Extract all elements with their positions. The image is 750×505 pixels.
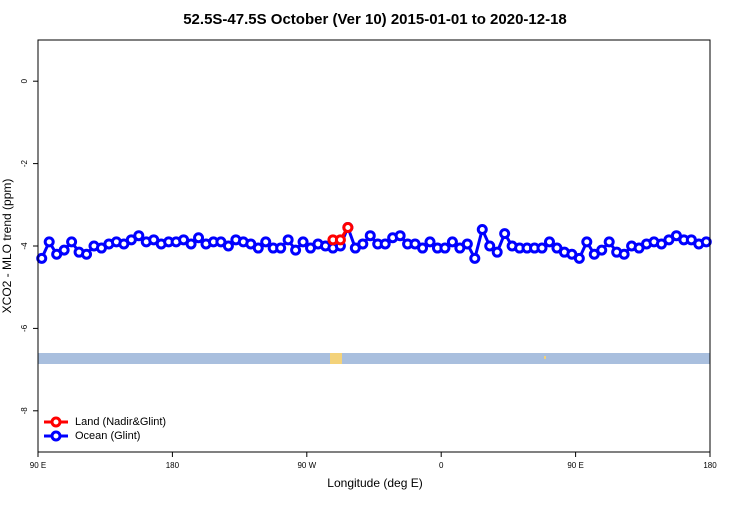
data-point — [357, 238, 369, 250]
data-point — [222, 240, 234, 252]
x-axis-label: Longitude (deg E) — [327, 476, 422, 490]
data-point — [424, 236, 436, 248]
data-point — [499, 228, 511, 240]
data-point — [290, 244, 302, 256]
data-point — [618, 248, 630, 260]
data-point — [252, 242, 264, 254]
data-point — [543, 236, 555, 248]
data-point — [282, 234, 294, 246]
data-point — [573, 252, 585, 264]
data-point — [81, 248, 93, 260]
data-point — [461, 238, 473, 250]
data-point — [469, 252, 481, 264]
data-point — [133, 230, 145, 242]
x-tick-label: 0 — [439, 461, 444, 470]
chart-title: 52.5S-47.5S October (Ver 10) 2015-01-01 … — [183, 11, 567, 28]
y-tick-label: -8 — [20, 407, 29, 415]
legend-marker — [50, 416, 62, 428]
y-tick-label: -2 — [20, 159, 29, 167]
legend-label: Land (Nadir&Glint) — [75, 416, 166, 428]
data-point — [275, 242, 287, 254]
x-tick-label: 180 — [166, 461, 180, 470]
data-point — [58, 244, 70, 256]
x-tick-label: 90 W — [297, 461, 316, 470]
x-tick-label: 180 — [703, 461, 717, 470]
data-point — [342, 221, 354, 233]
data-point — [36, 252, 48, 264]
data-point — [603, 236, 615, 248]
data-point — [439, 242, 451, 254]
x-tick-label: 90 E — [567, 461, 583, 470]
x-tick-label: 90 E — [30, 461, 46, 470]
data-point — [297, 236, 309, 248]
data-point — [66, 236, 78, 248]
data-point — [394, 230, 406, 242]
legend-marker — [50, 430, 62, 442]
data-point — [536, 242, 548, 254]
data-point — [491, 246, 503, 258]
data-point — [379, 238, 391, 250]
data-point — [185, 238, 197, 250]
surface-strip — [38, 353, 710, 364]
land-strip — [330, 353, 342, 364]
data-point — [364, 230, 376, 242]
legend-label: Ocean (Glint) — [75, 430, 140, 442]
y-axis-label: XCO2 - MLO trend (ppm) — [0, 179, 14, 314]
data-point — [446, 236, 458, 248]
data-point — [193, 232, 205, 244]
y-tick-label: -4 — [20, 242, 29, 250]
data-point — [334, 234, 346, 246]
land-strip — [544, 356, 546, 359]
y-tick-label: -6 — [20, 324, 29, 332]
data-point — [476, 224, 488, 236]
data-point — [484, 240, 496, 252]
data-point — [700, 236, 712, 248]
data-point — [43, 236, 55, 248]
data-point — [260, 236, 272, 248]
data-point — [581, 236, 593, 248]
y-tick-label: 0 — [20, 78, 29, 83]
data-point — [596, 244, 608, 256]
data-point — [417, 242, 429, 254]
